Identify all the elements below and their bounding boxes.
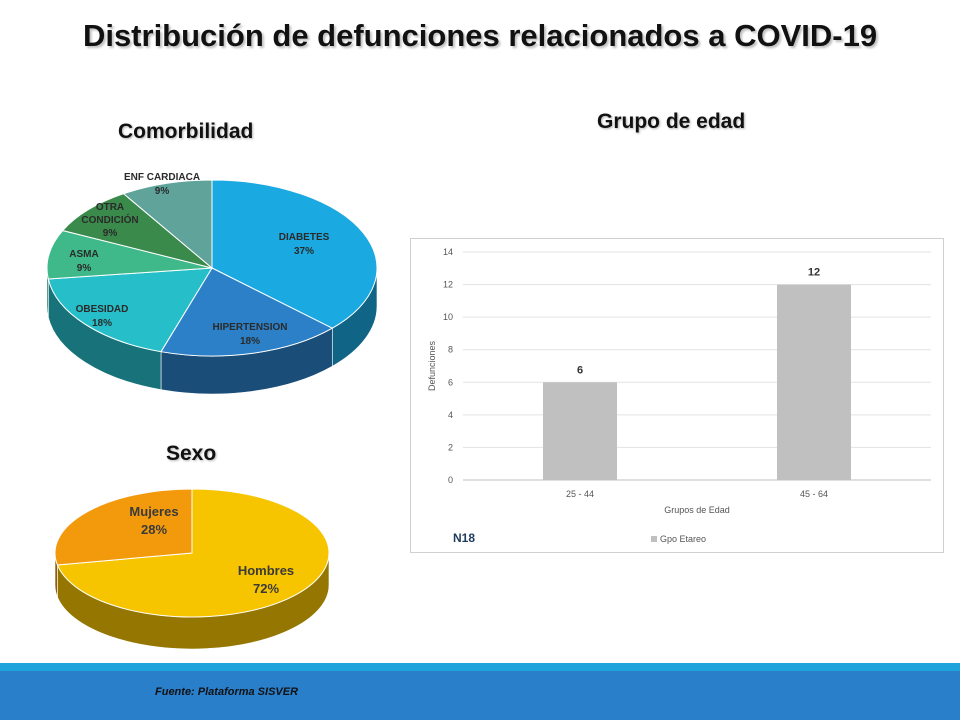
x-axis-label: Grupos de Edad	[664, 505, 730, 515]
y-tick-label: 10	[443, 312, 453, 322]
y-tick-label: 8	[448, 345, 453, 355]
pie-value-obesidad: 18%	[92, 318, 112, 329]
y-tick-label: 2	[448, 442, 453, 452]
pie-slice-obesidad	[47, 267, 213, 353]
bar-chart: 0 2 4 6 8 10 12 14 6 25 - 44 12 45 - 64 Grupos de Ed…	[427, 247, 931, 545]
x-tick-label-25-44: 25 - 44	[566, 489, 594, 499]
pie-value-hombres: 72%	[253, 581, 279, 596]
bar-45-64	[777, 284, 851, 480]
grupo-edad-heading: Grupo de edad	[597, 110, 746, 133]
pie-slice-mujeres	[54, 488, 193, 566]
y-tick-label: 4	[448, 410, 453, 420]
pie-slice-asma	[46, 229, 213, 280]
pie-label-obesidad: OBESIDAD	[76, 304, 129, 315]
n-annotation: N18	[453, 531, 475, 545]
data-label-45-64: 12	[808, 267, 820, 279]
pie-value-enf-cardiaca: 9%	[155, 186, 170, 197]
y-tick-label: 14	[443, 247, 453, 257]
pie-label-hombres: Hombres	[238, 563, 294, 578]
pie-slice-otra-condici-n	[61, 193, 213, 269]
y-tick-label: 12	[443, 280, 453, 290]
bar-25-44	[543, 382, 617, 480]
pie-label-mujeres: Mujeres	[129, 504, 178, 519]
y-axis-label: Defunciones	[427, 340, 437, 391]
bar-chart-panel: 0 2 4 6 8 10 12 14 6 25 - 44 12 45 - 64 Grupos de Ed…	[410, 238, 944, 553]
pie-comorbilidad: DIABETES 37% HIPERTENSION 18% OBESIDAD 18% ASM…	[46, 172, 378, 395]
pie-label-hipertension: HIPERTENSION	[212, 322, 287, 333]
page-title: Distribución de defunciones relacionados…	[82, 18, 878, 53]
source-note: Fuente: Plataforma SISVER	[155, 686, 299, 698]
pie-label-enf-cardiaca: ENF CARDIACA	[124, 172, 200, 183]
y-tick-label: 6	[448, 377, 453, 387]
pie-slice-diabetes	[211, 179, 378, 329]
pie-value-hipertension: 18%	[240, 336, 260, 347]
pie-slice-hipertension	[160, 267, 334, 357]
pie-label-asma: ASMA	[69, 249, 98, 260]
sexo-heading: Sexo	[166, 442, 217, 465]
footer-accent	[0, 663, 960, 671]
pie-label-otra-condici-n: OTRA	[96, 202, 124, 213]
footer-bar	[0, 671, 960, 720]
pie-value-otra-condici-n: 9%	[103, 228, 118, 239]
pie-label-otra-condici-n: CONDICIÓN	[81, 213, 138, 226]
pie-value-diabetes: 37%	[294, 246, 314, 257]
pie-sexo: Hombres 72% Mujeres 28%	[54, 488, 330, 650]
pie-slice-hombres	[56, 488, 330, 618]
pie-slice-enf-cardiaca	[122, 179, 213, 270]
y-tick-label: 0	[448, 475, 453, 485]
pie-value-asma: 9%	[77, 263, 92, 274]
data-label-25-44: 6	[577, 364, 583, 376]
legend-label: Gpo Etareo	[660, 534, 706, 544]
pie-label-diabetes: DIABETES	[279, 232, 330, 243]
legend-swatch	[651, 536, 657, 542]
x-tick-label-45-64: 45 - 64	[800, 489, 828, 499]
comorbilidad-heading: Comorbilidad	[118, 120, 254, 143]
pie-value-mujeres: 28%	[141, 522, 167, 537]
